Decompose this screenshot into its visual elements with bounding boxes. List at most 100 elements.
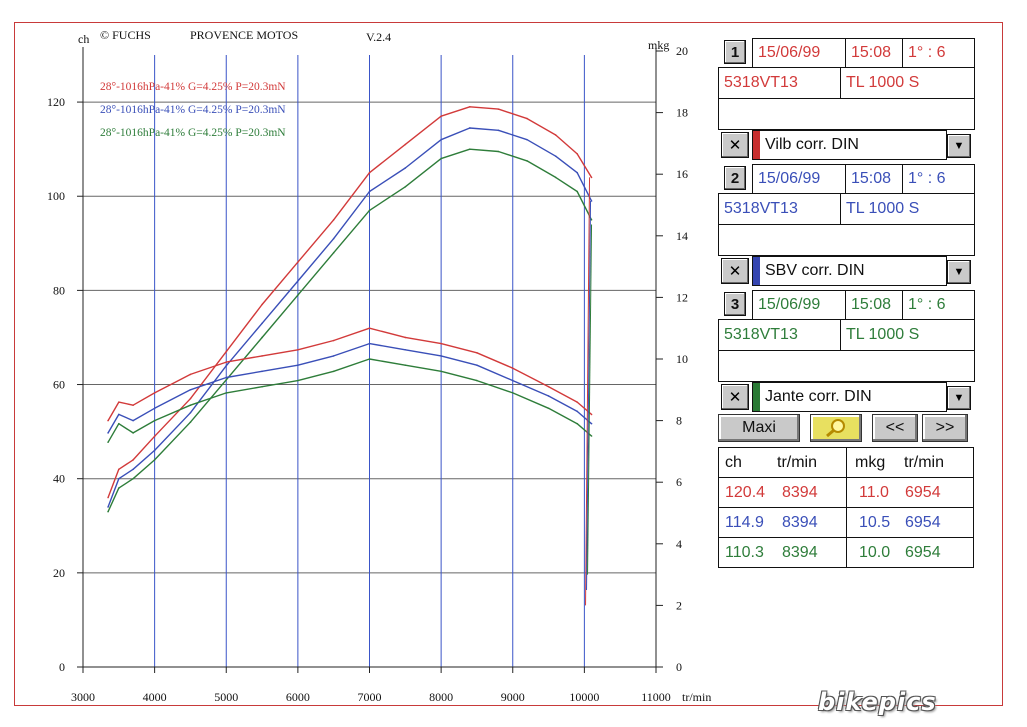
data-point [404, 186, 407, 188]
remove-run-button[interactable]: ✕ [721, 258, 749, 284]
data-point [261, 370, 263, 373]
data-point [261, 336, 263, 339]
correction-select[interactable]: Vilb corr. DIN [752, 130, 947, 160]
x-tick-label: 7000 [358, 690, 382, 704]
run-color-swatch [753, 131, 760, 159]
correction-value: Vilb corr. DIN [765, 136, 859, 153]
data-point [554, 155, 557, 158]
max-torque-value: 11.0 [859, 484, 889, 501]
data-point [189, 389, 192, 391]
data-point [576, 171, 579, 174]
data-point [497, 129, 500, 132]
data-point [189, 373, 192, 376]
data-point [440, 157, 442, 160]
data-point [118, 422, 120, 425]
remove-run-button[interactable]: ✕ [721, 384, 749, 410]
data-point [547, 385, 550, 388]
data-point [332, 218, 335, 221]
run-time: 15:08 [845, 164, 903, 194]
data-point [118, 413, 120, 416]
run-date: 15/06/99 [752, 164, 846, 194]
data-point [368, 358, 371, 360]
data-point [153, 392, 156, 394]
data-point [225, 364, 228, 367]
row-divider [719, 477, 973, 478]
data-point [189, 397, 192, 400]
left-tick-label: 60 [53, 378, 65, 392]
data-point [590, 413, 593, 416]
magnifier-icon [826, 419, 845, 438]
zoom-button[interactable] [810, 414, 862, 442]
x-axis-unit: tr/min [682, 690, 712, 704]
run-number-button[interactable]: 1 [724, 40, 746, 64]
data-point [153, 407, 156, 410]
run-color-swatch [753, 257, 760, 285]
data-point [440, 355, 442, 357]
data-point [107, 496, 109, 499]
run-date: 15/06/99 [752, 290, 846, 320]
data-point [261, 355, 263, 357]
data-point [225, 379, 228, 381]
data-point [297, 348, 299, 351]
run-ratio: 1° : 6 [902, 38, 975, 68]
data-point [497, 108, 500, 110]
data-point [547, 395, 550, 397]
data-point [368, 190, 371, 193]
data-point [153, 449, 156, 452]
data-point [261, 322, 263, 325]
run-code: 5318VT13 [718, 67, 841, 99]
data-point [468, 105, 471, 108]
data-point [476, 364, 478, 366]
run-model: TL 1000 S [840, 319, 975, 351]
run-color-swatch [753, 383, 760, 411]
data-point [297, 261, 299, 263]
data-point [118, 401, 120, 403]
remove-run-button[interactable]: ✕ [721, 132, 749, 158]
left-tick-label: 120 [47, 95, 65, 109]
header-mkg: mkg [855, 454, 886, 471]
run-model: TL 1000 S [840, 67, 975, 99]
version-label: V.2.4 [366, 30, 392, 44]
previous-button[interactable]: << [872, 414, 918, 442]
correction-select[interactable]: Jante corr. DIN [752, 382, 947, 412]
legend-entry-blue: 28°-1016hPa-41% G=4.25% P=20.3mN [100, 104, 286, 116]
data-point [468, 127, 471, 129]
data-point [107, 506, 109, 508]
right-tick-label: 20 [676, 44, 688, 58]
data-point [132, 404, 134, 407]
data-point [404, 364, 407, 366]
data-point [526, 117, 528, 120]
right-tick-label: 16 [676, 167, 688, 181]
data-point [440, 342, 442, 345]
correction-select[interactable]: SBV corr. DIN [752, 256, 947, 286]
data-point [547, 407, 550, 410]
data-point [576, 401, 579, 403]
data-point [476, 379, 478, 382]
power-curve-3 [107, 148, 593, 512]
data-point [404, 167, 407, 169]
header-rpm-torque: tr/min [904, 454, 944, 471]
run-number-button[interactable]: 3 [724, 292, 746, 316]
correction-dropdown-button[interactable]: ▼ [947, 134, 971, 158]
close-icon: ✕ [728, 137, 742, 154]
next-button[interactable]: >> [922, 414, 968, 442]
correction-dropdown-button[interactable]: ▼ [947, 260, 971, 284]
data-point [132, 432, 134, 434]
max-torque-value: 10.5 [859, 514, 891, 531]
run-number-button[interactable]: 2 [724, 166, 746, 190]
data-point [468, 148, 471, 150]
close-icon: ✕ [728, 263, 742, 280]
x-tick-label: 6000 [286, 690, 310, 704]
left-tick-label: 20 [53, 566, 65, 580]
data-point [189, 404, 192, 407]
correction-dropdown-button[interactable]: ▼ [947, 386, 971, 410]
data-point [576, 422, 579, 425]
data-point [440, 138, 442, 141]
maxi-button[interactable]: Maxi [718, 414, 800, 442]
data-point [153, 419, 156, 422]
left-tick-label: 40 [53, 472, 65, 486]
run-notes [718, 98, 975, 130]
data-point [297, 364, 299, 366]
run-ratio: 1° : 6 [902, 290, 975, 320]
right-tick-label: 14 [676, 229, 688, 243]
